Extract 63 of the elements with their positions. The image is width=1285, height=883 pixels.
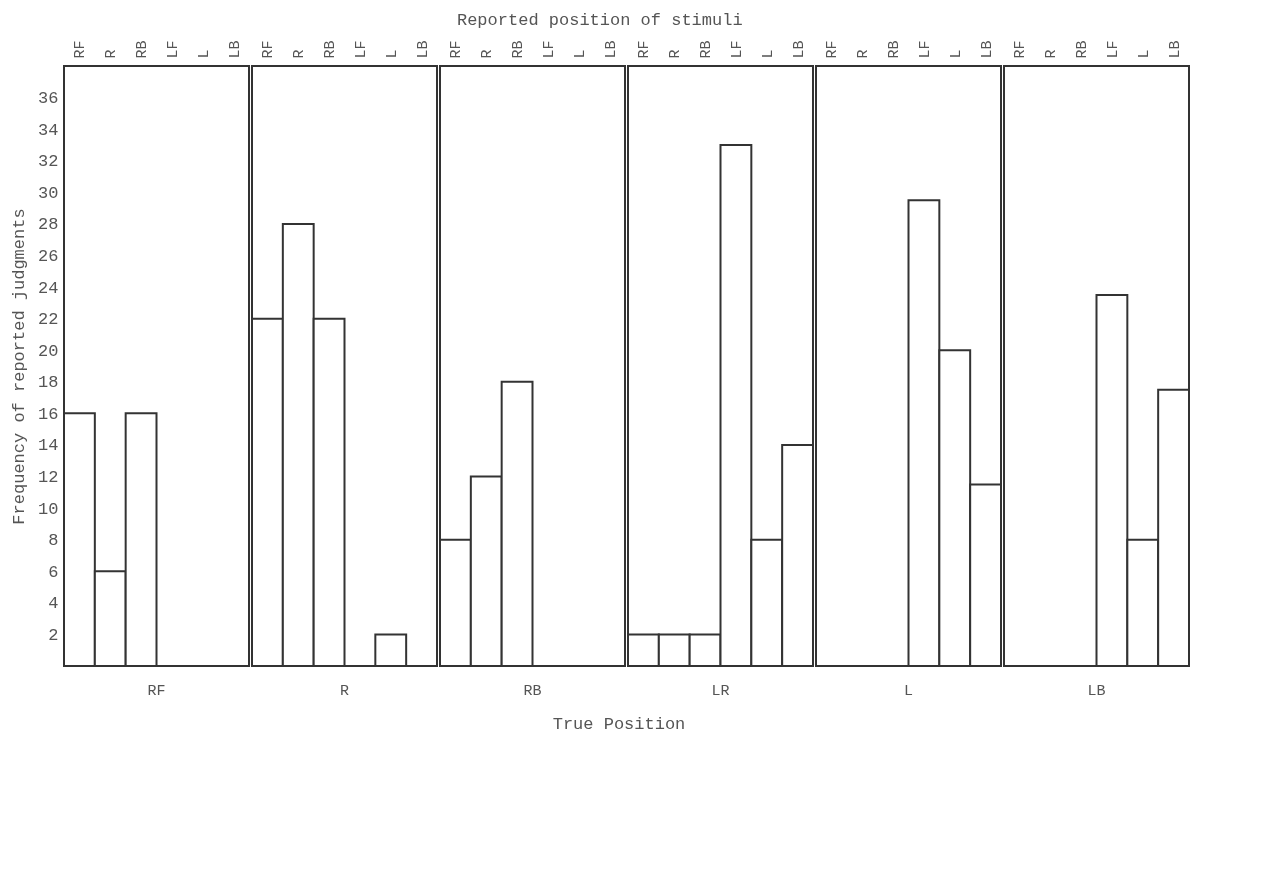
y-tick-label: 22 [38,310,59,330]
x-tick-label: LF [164,40,182,59]
x-tick-label: L [195,49,213,59]
x-tick-label: LF [916,40,934,59]
x-axis-title: RB [523,683,542,700]
y-tick-label: 6 [48,562,59,582]
y-tick-label: 32 [38,152,59,172]
x-axis-title: LB [1087,683,1106,700]
y-tick-label: 14 [38,436,59,456]
x-tick-label: R [855,49,873,59]
x-tick-label: L [947,49,965,59]
x-tick-label: LF [352,40,370,59]
x-tick-label: LF [540,40,558,59]
x-tick-label: LB [602,40,620,59]
y-tick-label: 2 [48,625,59,645]
x-tick-label: LB [226,40,244,59]
y-tick-label: 12 [38,468,59,488]
y-tick-label: 4 [48,594,59,614]
x-axis-title: LR [711,683,730,700]
x-tick-label: RB [886,40,904,59]
x-tick-label: R [291,49,309,59]
x-tick-label: RF [824,40,842,59]
x-tick-label: LB [414,40,432,59]
y-tick-label: 18 [38,373,59,393]
y-tick-label: 10 [38,499,59,519]
text: Reported position of stimuli [456,11,743,30]
x-tick-label: R [1043,49,1061,59]
x-tick-label: R [479,49,497,59]
x-tick-label: L [1135,49,1153,59]
x-tick-label: RB [510,40,528,59]
x-tick-label: RB [322,40,340,59]
x-axis-title: R [339,683,350,700]
x-tick-label: L [383,49,401,59]
x-tick-label: L [571,49,589,59]
y-tick-label: 28 [38,215,59,235]
x-tick-label: L [759,49,777,59]
x-tick-label: LB [790,40,808,59]
x-tick-label: R [667,49,685,59]
y-axis-title: Frequency of reported judgments [10,208,30,525]
y-tick-label: 24 [38,278,59,298]
x-tick-label: LB [978,40,996,59]
y-tick-label: 36 [38,89,59,109]
x-tick-label: LF [728,40,746,59]
x-tick-label: RF [448,40,466,59]
x-tick-label: RF [72,40,90,59]
y-tick-label: 16 [38,404,59,424]
y-tick-label: 8 [48,531,59,551]
x-tick-label: RF [1012,40,1030,59]
y-tick-label: 20 [38,341,59,361]
x-tick-label: R [103,49,121,59]
x-tick-label: RF [636,40,654,59]
x-tick-label: RB [134,40,152,59]
x-tick-label: RB [1074,40,1092,59]
x-tick-label: LB [1166,40,1184,59]
y-tick-label: 26 [38,246,59,266]
y-tick-label: 34 [38,120,59,140]
text: True Position [552,715,686,734]
y-tick-label: 30 [38,183,59,203]
x-axis-title: L [903,683,914,700]
x-axis-title: RF [147,683,166,700]
x-tick-label: RB [698,40,716,59]
x-tick-label: RF [260,40,278,59]
x-tick-label: LF [1104,40,1122,59]
